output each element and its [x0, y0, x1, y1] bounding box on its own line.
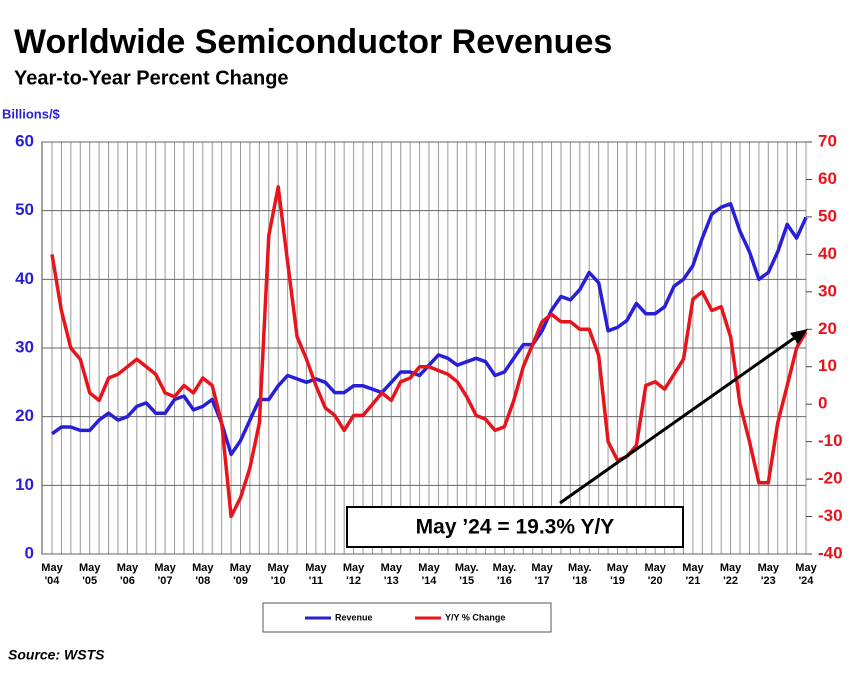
legend-label: Y/Y % Change: [445, 612, 505, 622]
y2-tick-label: -20: [818, 469, 843, 488]
y-axis-label: Billions/$: [2, 106, 61, 121]
chart-subtitle: Year-to-Year Percent Change: [14, 67, 289, 89]
y-tick-label: 10: [15, 475, 34, 494]
x-tick-label: May '14: [418, 562, 440, 587]
y2-tick-label: 0: [818, 394, 827, 413]
y-tick-label: 20: [15, 406, 34, 425]
legend-label: Revenue: [335, 612, 373, 622]
chart-title: Worldwide Semiconductor Revenues: [14, 23, 612, 61]
x-tick-label: May '07: [154, 562, 176, 587]
y-tick-label: 60: [15, 131, 34, 150]
source: Source: WSTS: [8, 647, 105, 663]
series-line: [50, 185, 808, 519]
y-tick-label: 30: [15, 337, 34, 356]
y2-tick-label: -40: [818, 543, 843, 562]
x-tick-label: May. '15: [455, 562, 479, 587]
y2-tick-label: 30: [818, 281, 837, 300]
y2-tick-label: 40: [818, 244, 837, 263]
annotation: May ’24 = 19.3% Y/Y: [416, 516, 615, 539]
x-tick-label: May '23: [758, 562, 780, 587]
y2-tick-label: 50: [818, 206, 837, 225]
x-tick-label: May '20: [644, 562, 666, 587]
x-tick-label: May. '18: [568, 562, 592, 587]
x-tick-label: May '19: [607, 562, 629, 587]
x-tick-label: May '11: [305, 562, 327, 587]
arrow-head: [790, 329, 808, 344]
x-tick-label: May '24: [795, 562, 817, 587]
plot: 0 10 20 30 40 50 60 -40 -30 -20 -10 0 10 20 30 40 50 60 70…: [15, 131, 843, 586]
x-tick-label: May '06: [117, 562, 139, 587]
x-tick-label: May '13: [381, 562, 403, 587]
y-tick-label: 0: [25, 543, 34, 562]
x-tick-label: May '08: [192, 562, 214, 587]
y2-tick-label: 20: [818, 319, 837, 338]
x-tick-label: May '21: [682, 562, 704, 587]
x-tick-label: May '10: [267, 562, 289, 587]
y-tick-label: 50: [15, 200, 34, 219]
x-tick-label: May '12: [343, 562, 365, 587]
y2-tick-label: 60: [818, 169, 837, 188]
y2-tick-label: 70: [818, 131, 837, 150]
x-tick-label: May '04: [41, 562, 63, 587]
y2-tick-label: -10: [818, 431, 843, 450]
annotation-box: [346, 506, 684, 548]
y2-tick-label: 10: [818, 356, 837, 375]
trend-arrow: [559, 332, 801, 505]
x-tick-label: May. '16: [493, 562, 517, 587]
y-tick-label: 40: [15, 269, 34, 288]
x-tick-label: May '22: [720, 562, 742, 587]
y2-tick-label: -30: [818, 506, 843, 525]
x-tick-label: May '09: [230, 562, 252, 587]
x-tick-label: May '17: [531, 562, 553, 587]
x-tick-label: May '05: [79, 562, 101, 587]
